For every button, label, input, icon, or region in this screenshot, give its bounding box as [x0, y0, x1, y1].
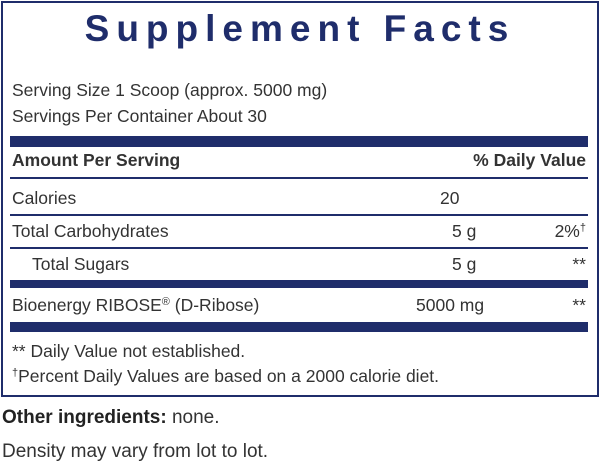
- divider: [10, 214, 588, 216]
- footnote: ** Daily Value not established.: [12, 341, 246, 361]
- row-name: Total Sugars: [32, 254, 130, 274]
- divider-thick: [10, 322, 588, 332]
- row-daily-value: **: [572, 295, 586, 315]
- other-ingredients: Other ingredients: none.: [2, 408, 220, 428]
- title: Supplement Facts: [84, 8, 516, 49]
- label-border: [1, 1, 599, 397]
- serving-size: Serving Size 1 Scoop (approx. 5000 mg): [12, 80, 328, 100]
- header-amount: Amount Per Serving: [12, 150, 181, 170]
- dagger: †: [579, 222, 586, 234]
- row-amount: 5000 mg: [416, 295, 485, 315]
- divider-thick: [10, 280, 588, 288]
- row-name: Total Carbohydrates: [12, 221, 169, 241]
- row-name: Bioenergy RIBOSE® (D-Ribose): [12, 295, 259, 315]
- density-note: Density may vary from lot to lot.: [2, 441, 269, 462]
- row-amount: 20: [440, 188, 460, 208]
- dagger: †: [12, 367, 19, 379]
- row-amount: 5 g: [452, 254, 477, 274]
- registered: ®: [161, 296, 170, 308]
- header-daily-value: % Daily Value: [473, 150, 586, 170]
- divider-thick: [10, 136, 588, 147]
- row-amount: 5 g: [452, 221, 477, 241]
- row-daily-value: 2%†: [555, 221, 586, 241]
- ingredients-label: Other ingredients:: [2, 407, 167, 428]
- footnote-text: Percent Daily Values are based on a 2000…: [18, 366, 440, 386]
- divider: [10, 177, 588, 179]
- name-rest: (D-Ribose): [169, 295, 260, 315]
- footnote: †Percent Daily Values are based on a 200…: [12, 366, 439, 386]
- row-name: Calories: [12, 188, 77, 208]
- servings-per-container: Servings Per Container About 30: [12, 106, 267, 126]
- daily-value: 2%: [554, 221, 580, 241]
- name: Bioenergy RIBOSE: [12, 295, 162, 315]
- row-daily-value: **: [572, 254, 586, 274]
- divider: [10, 247, 588, 249]
- ingredients: none.: [166, 407, 220, 428]
